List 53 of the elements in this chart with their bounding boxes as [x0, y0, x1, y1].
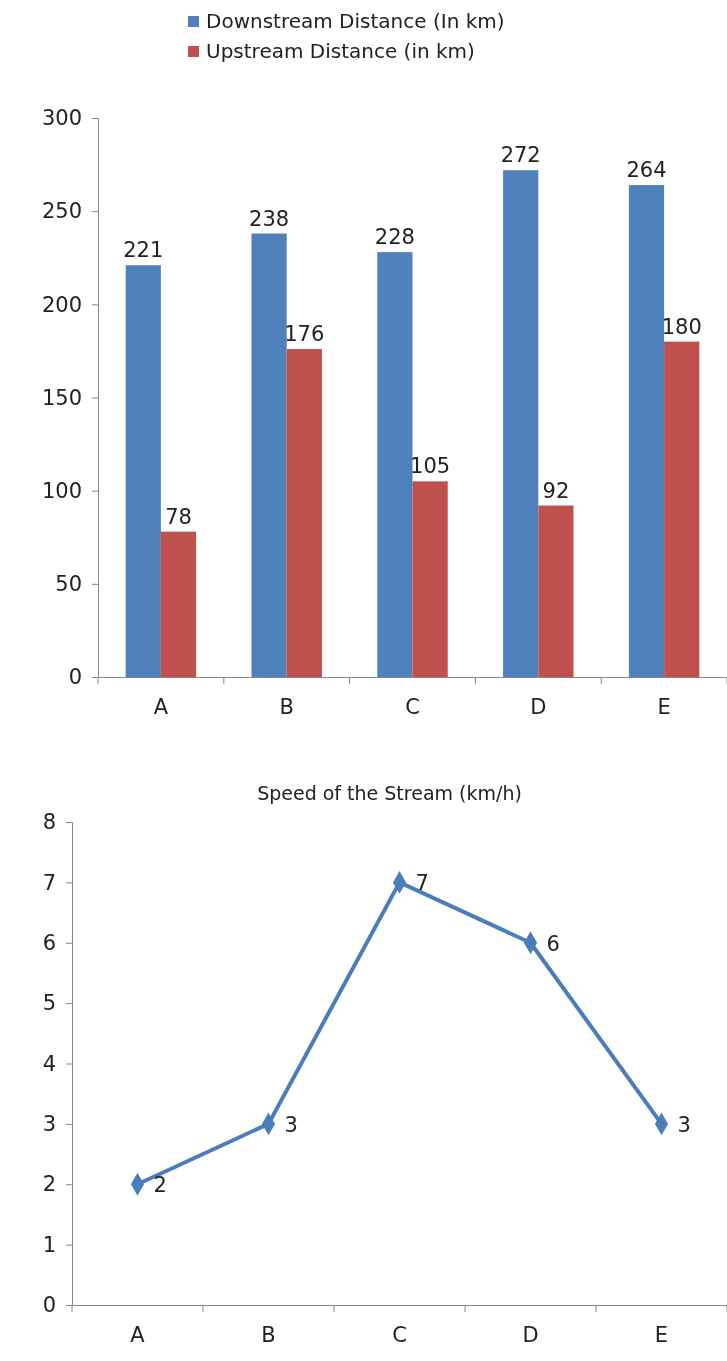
bar — [628, 185, 665, 677]
data-label: 6 — [546, 931, 560, 956]
y-tick-label: 200 — [41, 292, 82, 317]
x-tick-label: D — [522, 1322, 539, 1347]
x-tick-label: B — [261, 1322, 276, 1347]
x-tick-label: E — [657, 694, 671, 719]
y-tick-label: 250 — [41, 199, 82, 224]
bar — [125, 265, 161, 677]
y-tick-label: 7 — [42, 870, 56, 895]
y-tick-label: 3 — [42, 1112, 56, 1137]
bar — [664, 341, 700, 677]
y-tick-label: 8 — [42, 810, 56, 835]
y-tick-label: 300 — [41, 106, 82, 131]
data-label: 105 — [410, 454, 451, 479]
chart-title: Speed of the Stream (km/h) — [257, 782, 522, 804]
legend-label: Downstream Distance (In km) — [206, 9, 505, 33]
data-label: 3 — [677, 1112, 691, 1137]
bar — [251, 233, 287, 677]
data-label: 272 — [500, 143, 541, 168]
y-tick-label: 50 — [55, 572, 82, 597]
bar — [160, 531, 197, 677]
y-tick-label: 0 — [68, 665, 82, 690]
x-tick-label: C — [392, 1322, 407, 1347]
data-label: 228 — [374, 225, 415, 250]
y-tick-label: 0 — [42, 1293, 56, 1318]
data-label: 238 — [249, 206, 290, 231]
legend-label: Upstream Distance (in km) — [206, 39, 475, 63]
data-label: 92 — [542, 478, 570, 503]
data-label: 221 — [123, 238, 164, 263]
x-tick-label: E — [654, 1322, 669, 1347]
bar — [412, 481, 448, 677]
bar — [503, 170, 539, 677]
bar — [538, 505, 574, 677]
x-tick-label: A — [153, 694, 169, 719]
bar — [286, 349, 322, 677]
y-tick-label: 1 — [42, 1232, 56, 1257]
x-tick-label: C — [405, 694, 420, 719]
x-tick-label: A — [130, 1322, 146, 1347]
y-tick-label: 6 — [42, 930, 56, 955]
data-label: 180 — [661, 314, 702, 339]
x-tick-label: B — [279, 694, 294, 719]
y-tick-label: 5 — [42, 991, 56, 1016]
data-label: 3 — [284, 1112, 298, 1137]
x-tick-label: D — [530, 694, 547, 719]
y-tick-label: 150 — [41, 385, 82, 410]
data-label: 7 — [415, 871, 429, 896]
data-label: 2 — [153, 1173, 167, 1198]
bar — [377, 252, 413, 677]
data-label: 78 — [165, 504, 192, 529]
y-tick-label: 100 — [41, 478, 82, 503]
data-label: 264 — [626, 158, 667, 183]
y-tick-label: 2 — [42, 1172, 56, 1197]
y-tick-label: 4 — [42, 1051, 56, 1076]
